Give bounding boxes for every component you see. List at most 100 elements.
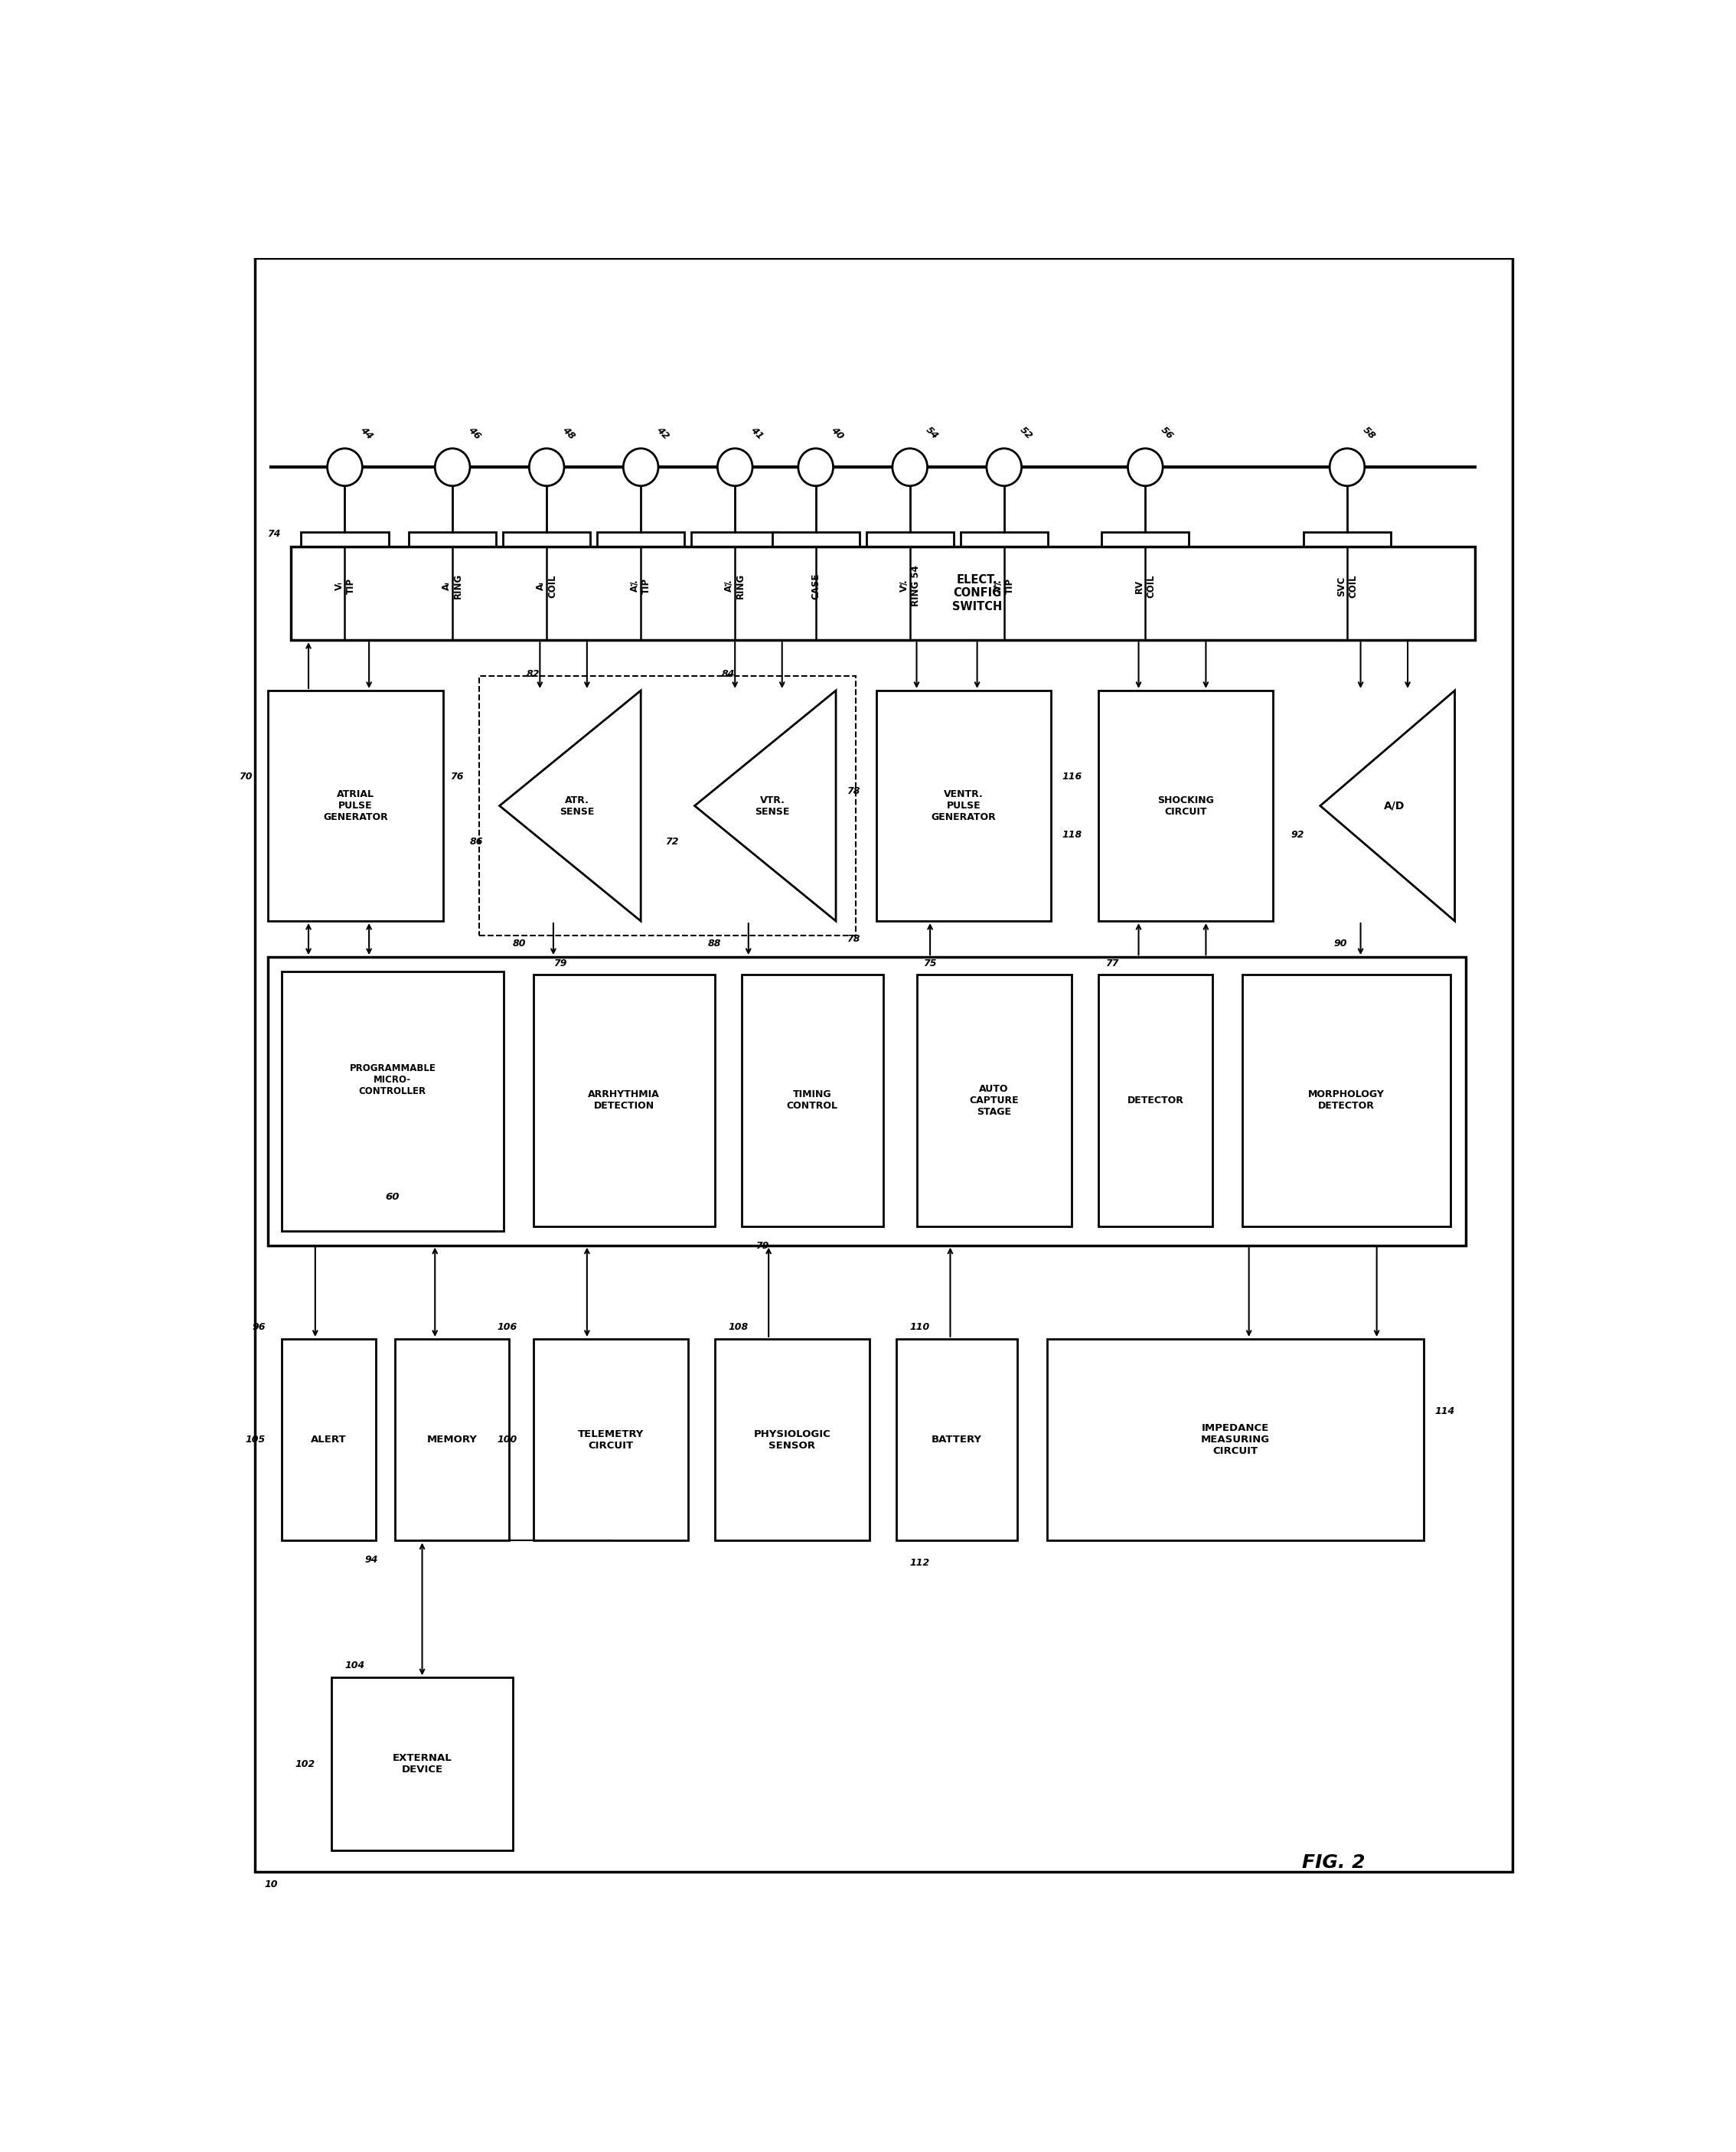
Text: 92: 92 bbox=[1290, 831, 1304, 839]
Text: 88: 88 bbox=[708, 938, 722, 949]
Text: 80: 80 bbox=[514, 938, 526, 949]
Polygon shape bbox=[1319, 691, 1455, 921]
Bar bbox=[917, 975, 1071, 1227]
Text: 112: 112 bbox=[910, 1558, 930, 1569]
Text: 76: 76 bbox=[450, 773, 464, 781]
Circle shape bbox=[892, 448, 927, 486]
Bar bbox=[267, 958, 1465, 1246]
Circle shape bbox=[529, 448, 564, 486]
Bar bbox=[533, 1339, 687, 1541]
Text: 86: 86 bbox=[470, 837, 483, 846]
Circle shape bbox=[717, 448, 752, 486]
Bar bbox=[877, 691, 1052, 921]
Text: 10: 10 bbox=[264, 1879, 278, 1889]
Text: 41: 41 bbox=[748, 424, 766, 441]
Bar bbox=[741, 975, 884, 1227]
Text: 82: 82 bbox=[526, 669, 540, 680]
Text: V⁒
TIP: V⁒ TIP bbox=[993, 579, 1016, 594]
Text: 106: 106 bbox=[496, 1321, 517, 1332]
Bar bbox=[281, 1339, 375, 1541]
Text: 70: 70 bbox=[238, 773, 252, 781]
Polygon shape bbox=[500, 691, 641, 921]
Text: A⁒
RING: A⁒ RING bbox=[724, 572, 746, 598]
Text: MEMORY: MEMORY bbox=[427, 1435, 477, 1444]
Bar bbox=[479, 676, 856, 936]
Text: 116: 116 bbox=[1062, 773, 1082, 781]
Text: 58: 58 bbox=[1361, 424, 1377, 441]
Text: IMPEDANCE
MEASURING
CIRCUIT: IMPEDANCE MEASURING CIRCUIT bbox=[1201, 1422, 1271, 1457]
Text: 54: 54 bbox=[924, 424, 939, 441]
Text: 48: 48 bbox=[561, 424, 576, 441]
Text: 77: 77 bbox=[1106, 958, 1118, 968]
Bar bbox=[1304, 532, 1391, 639]
Text: ATRIAL
PULSE
GENERATOR: ATRIAL PULSE GENERATOR bbox=[323, 790, 389, 822]
Text: 56: 56 bbox=[1158, 424, 1175, 441]
Text: 104: 104 bbox=[345, 1661, 365, 1670]
Bar bbox=[281, 971, 503, 1231]
Text: 79: 79 bbox=[554, 958, 566, 968]
Text: 118: 118 bbox=[1062, 831, 1082, 839]
Text: TIMING
CONTROL: TIMING CONTROL bbox=[786, 1089, 838, 1110]
Text: 42: 42 bbox=[654, 424, 670, 441]
Text: SHOCKING
CIRCUIT: SHOCKING CIRCUIT bbox=[1158, 794, 1213, 816]
Text: V⁒
RING 54: V⁒ RING 54 bbox=[899, 566, 920, 607]
Text: 100: 100 bbox=[496, 1435, 517, 1444]
Text: AUTO
CAPTURE
STAGE: AUTO CAPTURE STAGE bbox=[969, 1085, 1019, 1117]
Circle shape bbox=[1330, 448, 1364, 486]
Text: 110: 110 bbox=[910, 1321, 930, 1332]
Bar bbox=[267, 691, 443, 921]
Text: 84: 84 bbox=[722, 669, 734, 680]
Text: 102: 102 bbox=[295, 1758, 316, 1769]
Bar bbox=[503, 532, 590, 639]
Bar bbox=[960, 532, 1049, 639]
Text: 40: 40 bbox=[830, 424, 845, 441]
Text: MORPHOLOGY
DETECTOR: MORPHOLOGY DETECTOR bbox=[1309, 1089, 1385, 1110]
Bar bbox=[691, 532, 779, 639]
Circle shape bbox=[986, 448, 1021, 486]
Text: CASE: CASE bbox=[811, 572, 821, 598]
Circle shape bbox=[623, 448, 658, 486]
Bar bbox=[292, 547, 1476, 639]
Text: 74: 74 bbox=[267, 529, 279, 540]
Text: 105: 105 bbox=[245, 1435, 266, 1444]
Text: A/D: A/D bbox=[1384, 801, 1404, 811]
Bar bbox=[332, 1679, 514, 1851]
Text: TELEMETRY
CIRCUIT: TELEMETRY CIRCUIT bbox=[578, 1429, 644, 1450]
Bar bbox=[866, 532, 953, 639]
Text: 94: 94 bbox=[365, 1556, 378, 1565]
Text: Aₗ
COIL: Aₗ COIL bbox=[536, 575, 557, 598]
Bar bbox=[1047, 1339, 1424, 1541]
Text: 90: 90 bbox=[1333, 938, 1347, 949]
Text: 96: 96 bbox=[252, 1321, 266, 1332]
Text: ELECT.
CONFIG
SWITCH: ELECT. CONFIG SWITCH bbox=[951, 575, 1002, 613]
Text: DETECTOR: DETECTOR bbox=[1127, 1095, 1184, 1106]
Text: A⁒
TIP: A⁒ TIP bbox=[630, 579, 651, 594]
Circle shape bbox=[328, 448, 363, 486]
Text: PHYSIOLOGIC
SENSOR: PHYSIOLOGIC SENSOR bbox=[753, 1429, 832, 1450]
Text: 72: 72 bbox=[665, 837, 679, 846]
Bar bbox=[1102, 532, 1189, 639]
Text: VENTR.
PULSE
GENERATOR: VENTR. PULSE GENERATOR bbox=[930, 790, 996, 822]
Circle shape bbox=[436, 448, 470, 486]
Text: BATTERY: BATTERY bbox=[932, 1435, 983, 1444]
Text: 79: 79 bbox=[755, 1242, 769, 1250]
Text: ALERT: ALERT bbox=[311, 1435, 347, 1444]
Text: 75: 75 bbox=[924, 958, 937, 968]
Bar bbox=[408, 532, 496, 639]
Text: ATR.
SENSE: ATR. SENSE bbox=[561, 794, 595, 816]
Bar bbox=[896, 1339, 1017, 1541]
Text: 78: 78 bbox=[847, 785, 859, 796]
Bar bbox=[597, 532, 684, 639]
Bar bbox=[715, 1339, 870, 1541]
Bar bbox=[533, 975, 715, 1227]
Text: 60: 60 bbox=[385, 1192, 399, 1203]
Text: ARRHYTHMIA
DETECTION: ARRHYTHMIA DETECTION bbox=[589, 1089, 660, 1110]
Circle shape bbox=[799, 448, 833, 486]
Text: Aₗ
RING: Aₗ RING bbox=[441, 572, 464, 598]
Text: 114: 114 bbox=[1434, 1405, 1455, 1416]
Text: 78: 78 bbox=[847, 934, 859, 945]
Text: 52: 52 bbox=[1017, 424, 1035, 441]
Text: 108: 108 bbox=[729, 1321, 748, 1332]
Bar bbox=[1099, 691, 1272, 921]
Text: Vₗ
TIP: Vₗ TIP bbox=[333, 579, 356, 594]
